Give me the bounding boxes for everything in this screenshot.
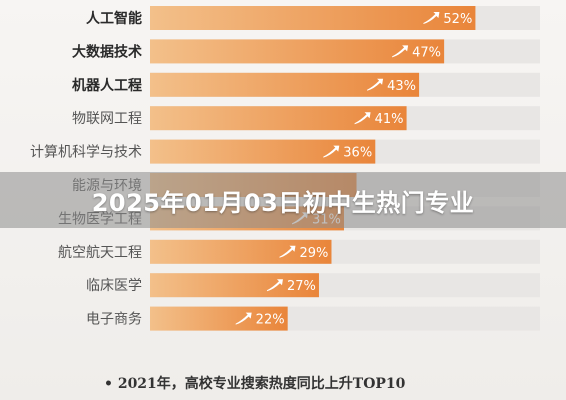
overlay-title: 2025年01月03日初中生热门专业 xyxy=(91,188,475,217)
bar xyxy=(150,139,376,164)
bar xyxy=(150,306,288,331)
category-label: 大数据技术 xyxy=(72,43,142,60)
bar-row: 计算机科学与技术 36% xyxy=(30,139,540,164)
value-label: 29% xyxy=(299,246,328,261)
bar xyxy=(150,72,420,97)
category-label: 人工智能 xyxy=(86,10,142,27)
bar-row: 电子商务 22% xyxy=(86,306,540,331)
trend-up-icon xyxy=(392,45,409,58)
value-label: 41% xyxy=(375,112,404,127)
value-label: 43% xyxy=(387,79,416,94)
category-label: 物联网工程 xyxy=(72,111,142,127)
title-banner: 2025年01月03日初中生热门专业 xyxy=(0,172,566,228)
trend-up-icon xyxy=(279,245,296,258)
category-label: 机器人工程 xyxy=(72,77,142,94)
category-label: 电子商务 xyxy=(86,312,142,328)
bar-row: 航空航天工程 29% xyxy=(58,239,540,264)
trend-up-icon xyxy=(323,145,340,158)
category-label: 计算机科学与技术 xyxy=(30,145,142,161)
value-label: 27% xyxy=(287,279,316,294)
value-label: 47% xyxy=(412,45,441,60)
trend-up-icon xyxy=(367,78,384,91)
bar-row: 机器人工程 43% xyxy=(72,72,540,97)
trend-up-icon xyxy=(423,12,440,24)
bars-layer: 人工智能 52% 大数据技术 47% 机器人工程 43% 物联网工程 41% 计算机科学与技术 3… xyxy=(30,6,540,331)
bar xyxy=(150,239,332,264)
category-label: 临床医学 xyxy=(86,278,142,294)
category-label: 航空航天工程 xyxy=(58,245,142,261)
trend-up-icon xyxy=(354,112,371,125)
value-label: 22% xyxy=(256,313,285,328)
bar xyxy=(150,106,407,131)
bar-row: 人工智能 52% xyxy=(86,6,540,30)
bar-row: 物联网工程 41% xyxy=(72,106,540,131)
bar xyxy=(150,273,319,298)
trend-up-icon xyxy=(235,312,252,325)
value-label: 36% xyxy=(343,146,372,161)
chart-caption: • 2021年，高校专业搜索热度同比上升TOP10 xyxy=(104,375,406,392)
bar-row: 大数据技术 47% xyxy=(72,39,540,64)
value-label: 52% xyxy=(443,12,472,27)
bar xyxy=(150,6,476,30)
bar xyxy=(150,39,445,64)
trend-up-icon xyxy=(266,279,283,292)
bar-row: 临床医学 27% xyxy=(86,273,540,298)
